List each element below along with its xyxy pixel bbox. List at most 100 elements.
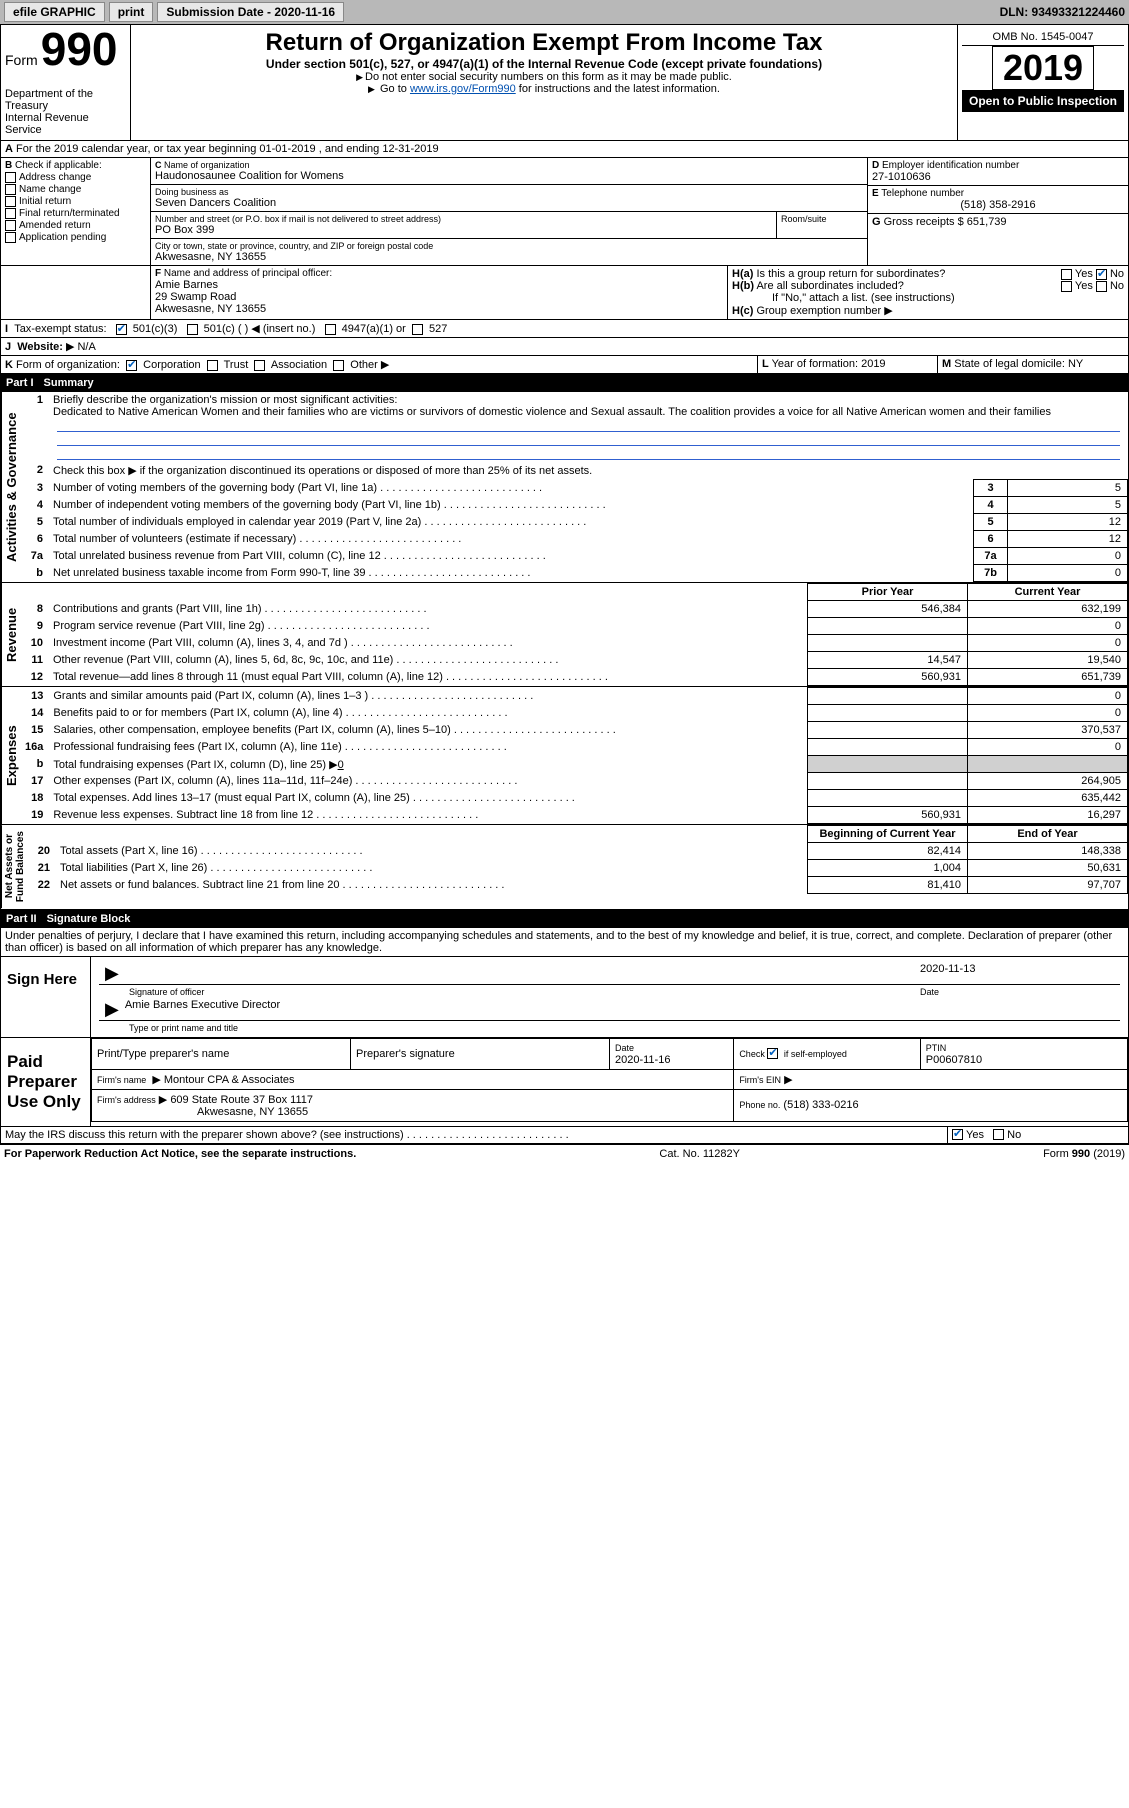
- cy19: 16,297: [968, 807, 1128, 824]
- cat-no: Cat. No. 11282Y: [659, 1148, 740, 1160]
- discuss-no: No: [1007, 1129, 1021, 1141]
- cbx-501c3[interactable]: [116, 324, 127, 335]
- line-i: I Tax-exempt status: 501(c)(3) 501(c) ( …: [0, 320, 1129, 338]
- cbx-address-change[interactable]: [5, 172, 16, 183]
- cbx-527[interactable]: [412, 324, 423, 335]
- py20: 82,414: [808, 843, 968, 860]
- l13: Grants and similar amounts paid (Part IX…: [53, 690, 368, 702]
- form-word: Form: [5, 52, 38, 68]
- sign-here-block: Sign Here ▶ 2020-11-13 Signature of offi…: [0, 957, 1129, 1038]
- opt-corp: Corporation: [143, 359, 200, 371]
- l7b: Net unrelated business taxable income fr…: [53, 567, 365, 579]
- cbx-hb-no[interactable]: [1096, 281, 1107, 292]
- cbx-4947[interactable]: [325, 324, 336, 335]
- l7a: Total unrelated business revenue from Pa…: [53, 550, 381, 562]
- instructions-link[interactable]: www.irs.gov/Form990: [410, 83, 516, 95]
- open-to-public: Open to Public Inspection: [962, 90, 1124, 112]
- pra-notice: For Paperwork Reduction Act Notice, see …: [4, 1148, 356, 1160]
- cbx-discuss-no[interactable]: [993, 1129, 1004, 1140]
- page-footer: For Paperwork Reduction Act Notice, see …: [0, 1144, 1129, 1163]
- l17: Other expenses (Part IX, column (A), lin…: [53, 775, 352, 787]
- cbx-assoc[interactable]: [254, 360, 265, 371]
- opt-final-return: Final return/terminated: [19, 208, 120, 219]
- cbx-initial-return[interactable]: [5, 196, 16, 207]
- cy16a: 0: [968, 739, 1128, 756]
- opt-other: Other: [350, 359, 378, 371]
- cy17: 264,905: [968, 773, 1128, 790]
- side-netassets: Net Assets or Fund Balances: [1, 825, 28, 908]
- l18: Total expenses. Add lines 13–17 (must eq…: [53, 792, 409, 804]
- arrow-icon: ▶: [99, 963, 125, 984]
- l16b-val: 0: [338, 759, 344, 771]
- v4: 5: [1008, 497, 1128, 514]
- submission-date: Submission Date - 2020-11-16: [157, 2, 344, 22]
- cbx-ha-no[interactable]: [1096, 269, 1107, 280]
- part1-bar: Part I Summary: [0, 374, 1129, 392]
- officer-addr1: 29 Swamp Road: [155, 291, 723, 303]
- firm-addr2: Akwesasne, NY 13655: [97, 1106, 308, 1118]
- cbx-corp[interactable]: [126, 360, 137, 371]
- py11: 14,547: [808, 652, 968, 669]
- cy9: 0: [968, 618, 1128, 635]
- dln: DLN: 93493321224460: [1000, 5, 1125, 19]
- sig-date-lbl: Date: [920, 987, 1120, 997]
- cy21: 50,631: [968, 860, 1128, 877]
- py18: [808, 790, 968, 807]
- opt-527: 527: [429, 323, 447, 335]
- part2-num: Part II: [6, 913, 37, 925]
- cbx-final-return[interactable]: [5, 208, 16, 219]
- cbx-discuss-yes[interactable]: [952, 1129, 963, 1140]
- tax-year: 2019: [992, 46, 1094, 90]
- cbx-501c[interactable]: [187, 324, 198, 335]
- hdr-begin-year: Beginning of Current Year: [808, 826, 968, 843]
- ptin-val: P00607810: [926, 1054, 982, 1066]
- discuss-line: May the IRS discuss this return with the…: [0, 1127, 1129, 1144]
- gross-value: 651,739: [967, 216, 1007, 228]
- cbx-name-change[interactable]: [5, 184, 16, 195]
- cy14: 0: [968, 705, 1128, 722]
- sign-here-label: Sign Here: [1, 957, 91, 1037]
- v7a: 0: [1008, 548, 1128, 565]
- year-form-val: 2019: [861, 358, 885, 370]
- l8: Contributions and grants (Part VIII, lin…: [53, 603, 262, 615]
- l1-lbl: Briefly describe the organization's miss…: [53, 394, 397, 406]
- print-button[interactable]: print: [109, 2, 154, 22]
- opt-initial-return: Initial return: [19, 196, 71, 207]
- cbx-hb-yes[interactable]: [1061, 281, 1072, 292]
- part2-bar: Part II Signature Block: [0, 910, 1129, 928]
- cbx-trust[interactable]: [207, 360, 218, 371]
- py16a: [808, 739, 968, 756]
- py9: [808, 618, 968, 635]
- cy10: 0: [968, 635, 1128, 652]
- c-name-lbl: Name of organization: [164, 160, 250, 170]
- opt-amended: Amended return: [19, 220, 91, 231]
- cbx-ha-yes[interactable]: [1061, 269, 1072, 280]
- l11: Other revenue (Part VIII, column (A), li…: [53, 654, 393, 666]
- v5: 12: [1008, 514, 1128, 531]
- phone-lbl: Telephone number: [881, 188, 964, 199]
- cy18: 635,442: [968, 790, 1128, 807]
- sig-of-lbl: Signature of officer: [99, 987, 920, 997]
- klm-block: K Form of organization: Corporation Trus…: [0, 356, 1129, 374]
- opt-501c3: 501(c)(3): [133, 323, 178, 335]
- cbx-self-employed[interactable]: [767, 1048, 778, 1059]
- form-header: Form 990 Department of the Treasury Inte…: [0, 24, 1129, 141]
- dba-lbl: Doing business as: [155, 187, 863, 197]
- dba-name: Seven Dancers Coalition: [155, 197, 863, 209]
- cbx-app-pending[interactable]: [5, 232, 16, 243]
- py14: [808, 705, 968, 722]
- hb-label: Are all subordinates included?: [756, 280, 903, 292]
- py10: [808, 635, 968, 652]
- org-name: Haudonosaunee Coalition for Womens: [155, 170, 863, 182]
- cbx-other[interactable]: [333, 360, 344, 371]
- addr-lbl: Number and street (or P.O. box if mail i…: [155, 214, 772, 224]
- declaration-text: Under penalties of perjury, I declare th…: [0, 928, 1129, 957]
- py17: [808, 773, 968, 790]
- hb-note: If "No," attach a list. (see instruction…: [732, 292, 1124, 304]
- discuss-q: May the IRS discuss this return with the…: [5, 1129, 404, 1141]
- netassets-section: Net Assets or Fund Balances Beginning of…: [0, 825, 1129, 909]
- arrow-icon-2: ▶: [99, 999, 125, 1020]
- cbx-amended[interactable]: [5, 220, 16, 231]
- officer-addr2: Akwesasne, NY 13655: [155, 303, 723, 315]
- l10: Investment income (Part VIII, column (A)…: [53, 637, 348, 649]
